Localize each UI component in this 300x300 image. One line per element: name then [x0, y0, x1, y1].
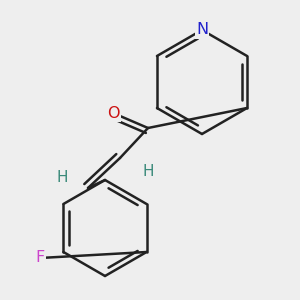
Text: H: H: [56, 170, 68, 185]
Text: F: F: [35, 250, 45, 266]
Text: N: N: [196, 22, 208, 38]
Text: H: H: [142, 164, 154, 179]
Text: O: O: [107, 106, 119, 121]
